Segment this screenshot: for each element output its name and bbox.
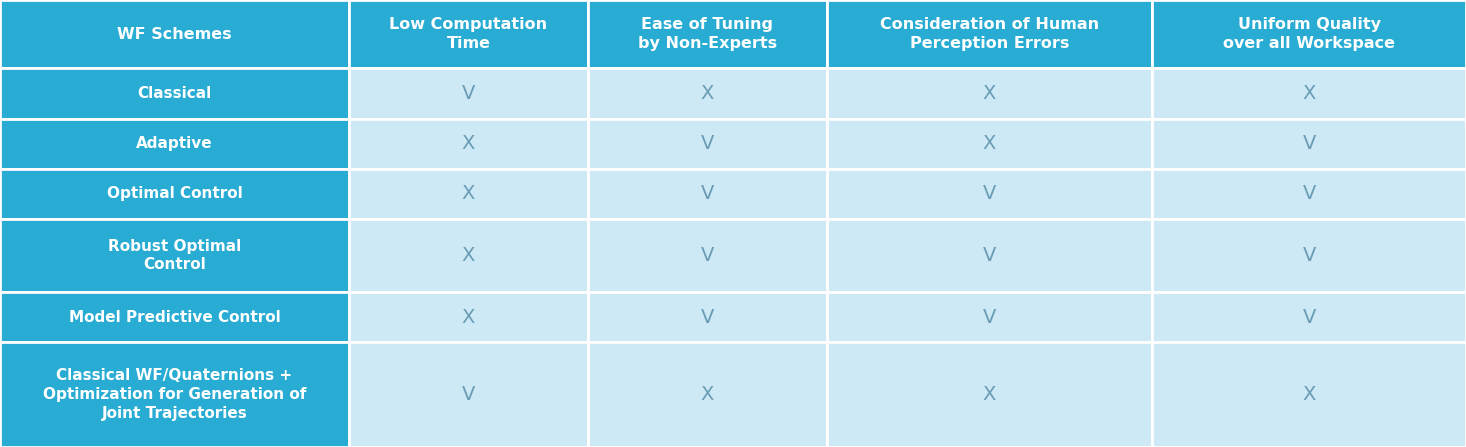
Text: X: X: [1302, 385, 1316, 404]
Bar: [827, 292, 1152, 342]
Text: X: X: [462, 184, 475, 203]
Text: Low Computation
Time: Low Computation Time: [390, 17, 547, 51]
Bar: [1152, 68, 1466, 118]
Text: V: V: [701, 184, 714, 203]
Text: Optimal Control: Optimal Control: [107, 186, 242, 201]
Bar: [349, 169, 588, 219]
Text: X: X: [701, 385, 714, 404]
Bar: [349, 68, 588, 118]
Text: V: V: [982, 308, 997, 326]
Text: X: X: [1302, 84, 1316, 103]
Text: X: X: [462, 134, 475, 153]
Text: Classical: Classical: [138, 86, 211, 101]
Bar: [349, 0, 588, 68]
Bar: [1152, 169, 1466, 219]
Bar: [349, 342, 588, 447]
Bar: [588, 292, 827, 342]
Text: Ease of Tuning
by Non-Experts: Ease of Tuning by Non-Experts: [638, 17, 777, 51]
Text: V: V: [1302, 246, 1316, 265]
Text: V: V: [982, 184, 997, 203]
Bar: [1152, 219, 1466, 292]
Text: V: V: [701, 308, 714, 326]
Bar: [827, 219, 1152, 292]
Bar: [588, 118, 827, 169]
Text: Robust Optimal
Control: Robust Optimal Control: [108, 239, 240, 272]
Text: Classical WF/Quaternions +
Optimization for Generation of
Joint Trajectories: Classical WF/Quaternions + Optimization …: [43, 368, 306, 421]
Text: Model Predictive Control: Model Predictive Control: [69, 309, 280, 325]
Bar: [0, 169, 349, 219]
Text: V: V: [1302, 308, 1316, 326]
Bar: [588, 169, 827, 219]
Text: Consideration of Human
Perception Errors: Consideration of Human Perception Errors: [880, 17, 1100, 51]
Text: X: X: [982, 385, 997, 404]
Text: Uniform Quality
over all Workspace: Uniform Quality over all Workspace: [1223, 17, 1396, 51]
Text: V: V: [462, 84, 475, 103]
Bar: [349, 219, 588, 292]
Text: V: V: [1302, 184, 1316, 203]
Text: X: X: [982, 84, 997, 103]
Bar: [827, 169, 1152, 219]
Text: V: V: [701, 246, 714, 265]
Text: Adaptive: Adaptive: [136, 136, 213, 151]
Text: WF Schemes: WF Schemes: [117, 27, 232, 42]
Bar: [1152, 118, 1466, 169]
Text: X: X: [982, 134, 997, 153]
Bar: [827, 118, 1152, 169]
Text: V: V: [982, 246, 997, 265]
Bar: [827, 0, 1152, 68]
Text: V: V: [462, 385, 475, 404]
Bar: [1152, 342, 1466, 447]
Bar: [1152, 0, 1466, 68]
Bar: [588, 0, 827, 68]
Text: X: X: [462, 308, 475, 326]
Bar: [349, 292, 588, 342]
Text: V: V: [701, 134, 714, 153]
Bar: [588, 219, 827, 292]
Bar: [827, 342, 1152, 447]
Text: X: X: [701, 84, 714, 103]
Bar: [588, 342, 827, 447]
Bar: [0, 68, 349, 118]
Text: X: X: [462, 246, 475, 265]
Bar: [349, 118, 588, 169]
Bar: [1152, 292, 1466, 342]
Bar: [0, 219, 349, 292]
Bar: [0, 118, 349, 169]
Bar: [827, 68, 1152, 118]
Bar: [0, 292, 349, 342]
Bar: [0, 342, 349, 447]
Bar: [588, 68, 827, 118]
Bar: [0, 0, 349, 68]
Text: V: V: [1302, 134, 1316, 153]
